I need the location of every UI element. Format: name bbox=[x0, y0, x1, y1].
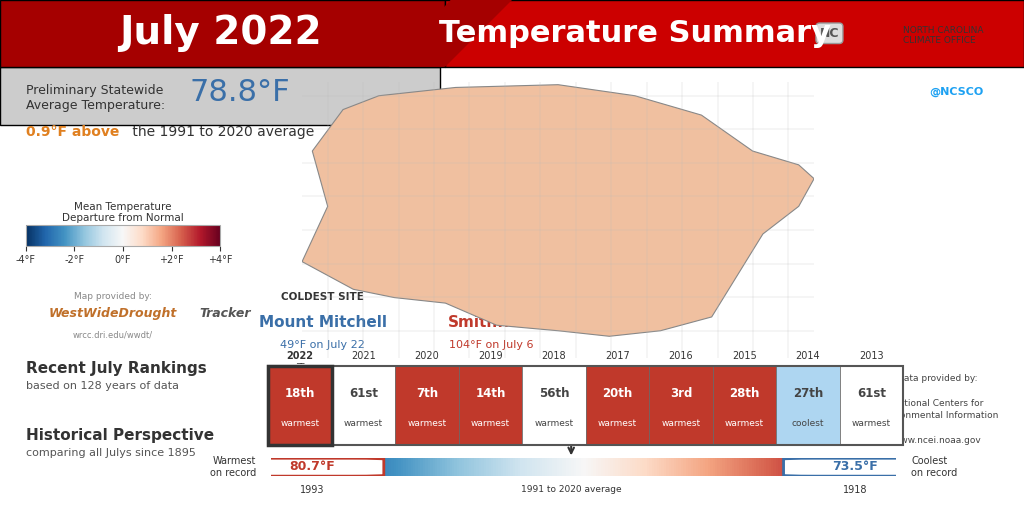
Text: 56th: 56th bbox=[539, 388, 569, 400]
FancyBboxPatch shape bbox=[332, 366, 395, 445]
Text: 61st: 61st bbox=[857, 388, 886, 400]
Text: 7th: 7th bbox=[416, 388, 438, 400]
Text: 2018: 2018 bbox=[542, 351, 566, 361]
Text: __: __ bbox=[296, 355, 304, 365]
Text: NORTH CAROLINA
CLIMATE OFFICE: NORTH CAROLINA CLIMATE OFFICE bbox=[902, 26, 983, 45]
Text: 1993: 1993 bbox=[300, 485, 325, 496]
Text: 0.9°F above: 0.9°F above bbox=[26, 125, 119, 139]
Text: 80.7°F: 80.7°F bbox=[289, 460, 335, 473]
FancyBboxPatch shape bbox=[240, 458, 384, 476]
Text: 2017: 2017 bbox=[605, 351, 630, 361]
FancyBboxPatch shape bbox=[0, 0, 445, 67]
Polygon shape bbox=[302, 84, 814, 336]
Text: 2014: 2014 bbox=[796, 351, 820, 361]
Text: coolest: coolest bbox=[792, 419, 824, 428]
Text: Tracker: Tracker bbox=[200, 307, 251, 320]
Text: Data provided by:

National Centers for
Environmental Information

www.ncei.noaa: Data provided by: National Centers for E… bbox=[877, 374, 998, 445]
Text: Map provided by:: Map provided by: bbox=[74, 292, 152, 301]
Text: 49°F on July 22: 49°F on July 22 bbox=[281, 340, 365, 351]
Text: @NCSCO: @NCSCO bbox=[929, 87, 983, 97]
Text: 14th: 14th bbox=[475, 388, 506, 400]
Text: wrcc.dri.edu/wwdt/: wrcc.dri.edu/wwdt/ bbox=[73, 330, 153, 339]
Text: 73.5°F: 73.5°F bbox=[833, 460, 879, 473]
Text: 104°F on July 6: 104°F on July 6 bbox=[450, 340, 534, 351]
Text: Historical Perspective: Historical Perspective bbox=[26, 428, 214, 442]
Text: 20th: 20th bbox=[602, 388, 633, 400]
Text: 2013: 2013 bbox=[859, 351, 884, 361]
Text: 2022: 2022 bbox=[558, 423, 585, 434]
Text: warmest: warmest bbox=[281, 419, 319, 428]
Text: warmest: warmest bbox=[471, 419, 510, 428]
Text: warmest: warmest bbox=[535, 419, 573, 428]
Text: NC: NC bbox=[819, 27, 840, 40]
Text: warmest: warmest bbox=[408, 419, 446, 428]
Text: the 1991 to 2020 average: the 1991 to 2020 average bbox=[128, 125, 314, 139]
Text: 3rd: 3rd bbox=[670, 388, 692, 400]
Text: 2019: 2019 bbox=[478, 351, 503, 361]
Text: 1918: 1918 bbox=[843, 485, 867, 496]
FancyBboxPatch shape bbox=[586, 366, 649, 445]
Text: based on 128 years of data: based on 128 years of data bbox=[26, 381, 178, 392]
Title: Mean Temperature
Departure from Normal: Mean Temperature Departure from Normal bbox=[62, 202, 183, 223]
Text: Warmest
on record: Warmest on record bbox=[210, 456, 256, 478]
Text: 27th: 27th bbox=[793, 388, 823, 400]
FancyBboxPatch shape bbox=[713, 366, 776, 445]
Text: Temperature Summary: Temperature Summary bbox=[439, 19, 830, 48]
Text: Coolest
on record: Coolest on record bbox=[911, 456, 957, 478]
Text: Smithfield: Smithfield bbox=[447, 315, 536, 330]
Text: warmest: warmest bbox=[852, 419, 891, 428]
Text: 61st: 61st bbox=[349, 388, 378, 400]
Text: warmest: warmest bbox=[344, 419, 383, 428]
Text: 2016: 2016 bbox=[669, 351, 693, 361]
Text: warmest: warmest bbox=[725, 419, 764, 428]
Text: July 2022: July 2022 bbox=[119, 14, 322, 52]
FancyBboxPatch shape bbox=[783, 458, 928, 476]
FancyBboxPatch shape bbox=[459, 366, 522, 445]
Text: 2015: 2015 bbox=[732, 351, 757, 361]
Text: 2021: 2021 bbox=[351, 351, 376, 361]
Text: 1991 to 2020 average: 1991 to 2020 average bbox=[521, 485, 622, 495]
FancyBboxPatch shape bbox=[840, 366, 903, 445]
Text: 78.8°F: 78.8°F bbox=[189, 78, 290, 107]
FancyBboxPatch shape bbox=[0, 67, 440, 125]
Text: warmest: warmest bbox=[598, 419, 637, 428]
Text: WestWideDrought: WestWideDrought bbox=[48, 307, 177, 320]
Text: COLDEST SITE: COLDEST SITE bbox=[282, 292, 364, 302]
FancyBboxPatch shape bbox=[649, 366, 713, 445]
Text: Mount Mitchell: Mount Mitchell bbox=[258, 315, 387, 330]
FancyBboxPatch shape bbox=[776, 366, 840, 445]
Text: warmest: warmest bbox=[662, 419, 700, 428]
Text: HOTTEST SITES: HOTTEST SITES bbox=[446, 292, 537, 302]
Text: 18th: 18th bbox=[285, 388, 315, 400]
FancyBboxPatch shape bbox=[268, 366, 332, 445]
Text: Recent July Rankings: Recent July Rankings bbox=[26, 361, 207, 376]
FancyBboxPatch shape bbox=[522, 366, 586, 445]
Text: 28th: 28th bbox=[729, 388, 760, 400]
Text: Preliminary Statewide
Average Temperature:: Preliminary Statewide Average Temperatur… bbox=[26, 84, 165, 113]
FancyBboxPatch shape bbox=[395, 366, 459, 445]
FancyBboxPatch shape bbox=[445, 0, 1024, 67]
Text: 2022: 2022 bbox=[287, 351, 313, 361]
Text: comparing all Julys since 1895: comparing all Julys since 1895 bbox=[26, 448, 196, 458]
Polygon shape bbox=[389, 0, 512, 67]
Text: 2020: 2020 bbox=[415, 351, 439, 361]
